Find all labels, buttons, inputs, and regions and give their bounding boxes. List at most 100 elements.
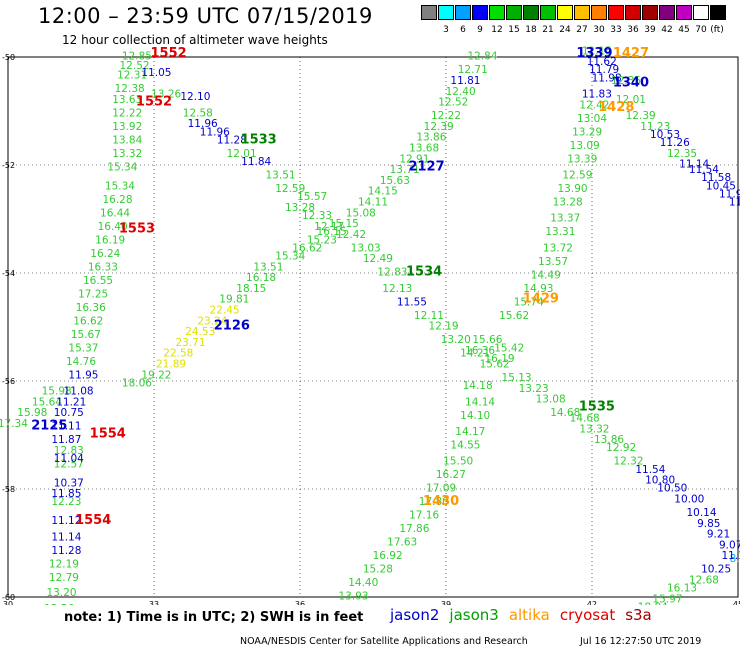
wave-height-label: 14.68 [550,407,580,419]
wave-height-label: 12.42 [336,229,366,241]
wave-height-label: 14.11 [358,197,388,209]
wave-height-label: 12.79 [49,572,79,584]
wave-height-label: 14.15 [368,186,398,198]
wave-height-label: 12.84 [467,51,497,63]
wave-height-label: 13.04 [577,113,607,125]
wave-height-label: 12.42 [579,99,609,111]
y-tick-label: -50 [2,53,15,62]
wave-height-label: 11.55 [397,296,427,308]
wave-height-label: 12.40 [446,86,476,98]
wave-height-label: 9.07 [719,539,740,551]
wave-height-label: 12.15 [582,45,612,57]
x-tick-label: 33 [149,600,159,605]
credit-text: NOAA/NESDIS Center for Satellite Applica… [240,636,528,647]
scale-swatch [710,5,726,20]
scale-swatch [472,5,488,20]
y-tick-label: -60 [2,593,15,602]
scale-label: 9 [477,25,483,35]
wave-height-label: 16.27 [436,469,466,481]
wave-height-label: 12.17 [314,221,344,233]
track-time-label: 1554 [90,427,126,442]
track-time-label: 1427 [613,46,649,61]
wave-height-label: 12.58 [183,107,213,119]
wave-height-label: 15.57 [297,191,327,203]
wave-height-label: 11.84 [241,156,271,168]
scale-label: 30 [593,25,605,35]
wave-height-label: 12.92 [606,442,636,454]
scale-swatch [642,5,658,20]
wave-height-label: 16.28 [102,194,132,206]
wave-height-label: 11.54 [689,164,719,176]
wave-height-label: 17.80 [419,496,449,508]
scale-swatch [693,5,709,20]
wave-height-label: 11.28 [217,134,247,146]
wave-height-label: 14.17 [455,426,485,438]
wave-height-label: 8.7 [730,553,740,565]
legend-item: altika [508,606,550,624]
scale-label: 18 [525,25,537,35]
wave-height-label: 11.14 [51,531,81,543]
wave-height-label: 11.85 [51,488,81,500]
wave-height-label: 15.23 [307,234,337,246]
wave-height-label: 15.66 [472,334,502,346]
wave-height-label: 13.20 [47,587,77,599]
wave-height-label: 10.80 [645,475,675,487]
wave-height-label: 13.09 [570,140,600,152]
track-time-label: 1554 [75,513,111,528]
wave-height-label: 17.25 [78,288,108,300]
wave-height-label: 13.57 [538,256,568,268]
wave-height-label: 16.62 [292,242,322,254]
wave-height-label: 10.45 [706,180,736,192]
wave-height-label: 18.84 [638,602,668,606]
wave-height-label: 13.86 [594,434,624,446]
scale-swatch [557,5,573,20]
wave-height-label: 15.74 [514,296,544,308]
wave-height-label: 17.09 [426,483,456,495]
track-time-label: 1553 [119,222,155,237]
wave-height-label: 15.37 [68,342,98,354]
wave-height-label: 13.28 [553,197,583,209]
wave-height-label: 11.08 [64,386,94,398]
page-subtitle: 12 hour collection of altimeter wave hei… [62,33,328,47]
wave-height-label: 16.18 [246,272,276,284]
scale-label: 6 [460,25,466,35]
scale-swatch [421,5,437,20]
wave-height-label: 18.15 [236,283,266,295]
wave-height-label: 10.14 [686,507,716,519]
wave-height-label: 16.40 [98,221,128,233]
wave-height-label: 12.83 [377,267,407,279]
wave-height-label: 13.08 [536,394,566,406]
wave-height-label: 15.64 [32,396,62,408]
wave-height-label: 12.59 [275,183,305,195]
legend-item: jason3 [449,606,499,624]
satellite-legend: jason2 jason3 altika cryosat s3a [390,606,662,624]
wave-height-label: 11.26 [660,137,690,149]
wave-height-label: 15.42 [494,342,524,354]
wave-height-label: 14.14 [465,396,495,408]
wave-height-label: 11.21 [56,396,86,408]
wave-height-label: 13.51 [266,170,296,182]
y-tick-label: -54 [2,269,15,278]
wave-height-label: 12.71 [458,64,488,76]
wave-height-label: 12.11 [414,310,444,322]
wave-height-label: 13.84 [112,134,142,146]
track-time-label: 1428 [598,100,634,115]
y-tick-label: -58 [2,485,15,494]
wave-height-label: 12.59 [562,170,592,182]
wave-height-label: 14.76 [66,356,96,368]
wave-height-label: 16.19 [95,234,125,246]
track-time-label: 1340 [613,76,649,91]
wave-height-label: 12.22 [431,110,461,122]
scale-unit-label: (ft) [710,25,724,35]
scale-swatch [608,5,624,20]
wave-height-label: 13.26 [151,89,181,101]
wave-height-label: 11.98 [592,72,622,84]
wave-height-label: 11.87 [51,434,81,446]
wave-height-label: 12.35 [667,148,697,160]
wave-height-label: 13.93 [339,591,369,603]
wave-height-label: 9.85 [697,518,720,530]
scale-label: 42 [661,25,673,35]
wave-height-label: 13.63 [112,94,142,106]
page-title: 12:00 – 23:59 UTC 07/15/2019 [38,4,373,28]
